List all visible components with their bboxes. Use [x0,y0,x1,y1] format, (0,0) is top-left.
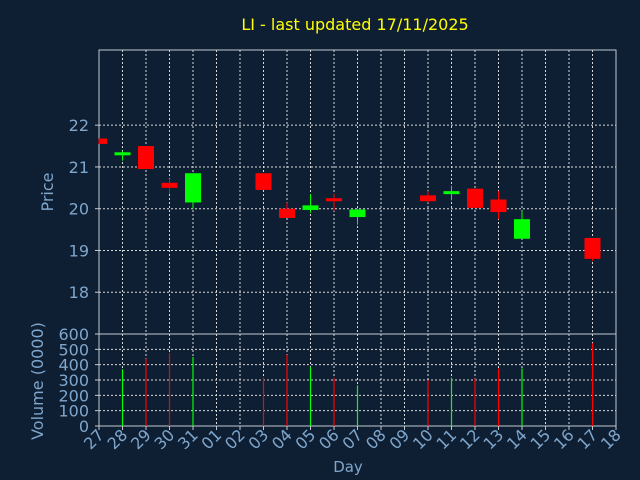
volume-y-tick-label: 200 [58,386,89,405]
candle-body [420,195,436,202]
price-y-tick-label: 22 [69,116,89,135]
candle-body [467,188,483,208]
x-axis-label: Day [333,458,363,476]
candle-body [584,237,601,259]
candle [98,138,107,144]
volume-y-tick-label: 600 [58,325,89,344]
candle-body [443,191,460,195]
price-panel: 18 19 20 21 22 [69,49,617,335]
candle [302,194,319,213]
x-axis: 2728293031010203040506070809101112131415… [80,425,625,453]
candle-body [490,199,507,213]
candle-body [255,173,272,190]
candle [255,173,272,190]
volume-y-tick-label: 300 [58,371,89,390]
chart-title: LI - last updated 17/11/2025 [241,15,468,34]
candle [420,191,436,203]
candle [443,185,460,201]
volume-y-tick-label: 400 [58,356,89,375]
candle-body [349,209,366,218]
price-axis-label: Price [38,172,57,211]
candle-body [514,219,530,239]
candle [467,188,483,208]
volume-axis-label: Volume (0000) [28,322,47,440]
volume-y-tick-label: 100 [58,402,89,421]
candle [349,208,366,225]
candle [161,178,178,195]
price-y-tick-label: 21 [69,158,89,177]
price-y-tick-label: 20 [69,200,89,219]
candle [514,210,530,239]
candle [279,202,295,218]
candle-body [279,208,295,218]
price-y-tick-label: 19 [69,241,89,260]
candle-body [302,205,319,210]
candle [114,151,131,161]
candle [490,191,507,220]
x-tick-label: 18 [597,425,625,453]
candle [138,146,154,170]
candle-body [114,152,131,156]
candle [326,194,342,211]
volume-y-tick-label: 500 [58,340,89,359]
candle-body [138,146,154,170]
candle-body [99,138,107,144]
candle-body [326,198,342,202]
candle [584,237,601,261]
candle-body [161,182,178,188]
volume-y-tick-label: 0 [79,417,89,436]
candle-body [185,173,201,203]
price-y-tick-label: 18 [69,283,89,302]
candle [185,173,201,209]
